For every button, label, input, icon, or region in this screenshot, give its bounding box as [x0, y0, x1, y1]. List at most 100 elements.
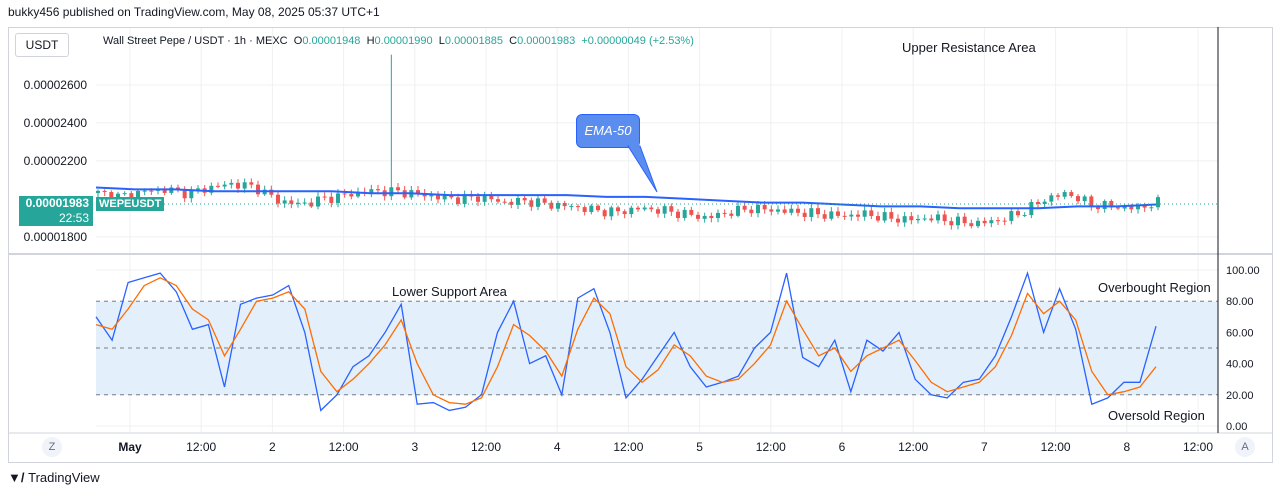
candle-body	[516, 197, 520, 205]
candle-body	[736, 205, 740, 216]
candle-body	[796, 208, 800, 213]
candle-body	[242, 182, 247, 189]
stoch-tick-label: 60.00	[1226, 327, 1254, 339]
candle-body	[429, 195, 434, 197]
candle-body	[882, 212, 887, 221]
candle-body	[1089, 196, 1094, 207]
candle-body	[209, 185, 214, 193]
candle-body	[969, 223, 974, 227]
candle-body	[149, 190, 154, 192]
candle-body	[842, 215, 847, 217]
candle-body	[716, 212, 720, 219]
candle-body	[482, 195, 487, 202]
price-tick-label: 0.00001800	[24, 230, 88, 244]
candle-body	[162, 188, 167, 193]
candle-body	[902, 216, 907, 223]
ema-callout-text: EMA-50	[584, 123, 632, 138]
candle-body	[1009, 211, 1014, 221]
candle-body	[922, 218, 927, 220]
time-tick-label: 12:00	[756, 440, 786, 454]
candle-body	[176, 187, 180, 190]
price-tick-label: 0.00002400	[24, 116, 88, 130]
candle-body	[556, 202, 560, 209]
candle-body	[669, 206, 674, 212]
lower-support-label: Lower Support Area	[392, 284, 507, 299]
candle-body	[1102, 200, 1107, 210]
time-tick-label: 12:00	[186, 440, 216, 454]
candle-body	[762, 204, 767, 210]
candle-body	[182, 189, 187, 199]
price-tick-label: 0.00002200	[24, 154, 88, 168]
candle-body	[249, 182, 254, 185]
candle-body	[782, 209, 787, 213]
candle-body	[96, 190, 100, 194]
stoch-k-line	[95, 270, 1157, 412]
stoch-d-line	[95, 277, 1157, 405]
candle-body	[609, 207, 614, 217]
symbol-title[interactable]: Wall Street Pepe / USDT · 1h · MEXC	[103, 35, 288, 47]
high-value: 0.00001990	[374, 35, 433, 47]
candle-body	[616, 207, 620, 212]
time-tick-label: 12:00	[329, 440, 359, 454]
candle-body	[1082, 196, 1087, 202]
candle-body	[1042, 201, 1047, 205]
auto-zoom-button[interactable]: Z	[42, 437, 62, 457]
close-label: C	[509, 35, 518, 47]
candle-body	[536, 198, 540, 207]
candle-body	[1136, 205, 1140, 210]
candle-body	[476, 196, 480, 202]
candle-body	[389, 187, 394, 197]
candle-body	[349, 193, 354, 197]
candle-body	[1149, 207, 1154, 209]
candle-body	[1049, 195, 1054, 202]
candle-body	[962, 216, 967, 224]
ohlc-legend: Wall Street Pepe / USDT · 1h · MEXC O0.0…	[103, 35, 694, 47]
candle-body	[729, 213, 734, 216]
candle-body	[1062, 192, 1067, 197]
high-label: H	[366, 35, 375, 47]
candle-body	[822, 214, 827, 219]
candle-body	[809, 208, 814, 217]
candle-body	[309, 202, 314, 207]
candle-body	[1016, 211, 1020, 216]
candle-body	[949, 221, 954, 226]
candle-body	[629, 207, 634, 215]
candle-body	[322, 196, 327, 198]
candle-body	[896, 218, 900, 223]
stoch-tick-label: 100.00	[1226, 265, 1260, 277]
stoch-tick-label: 40.00	[1226, 359, 1254, 371]
time-tick-label: 12:00	[1183, 440, 1213, 454]
candle-body	[996, 220, 1000, 222]
tv-icon: ▼/	[8, 470, 25, 485]
candle-body	[776, 209, 780, 212]
candle-body	[229, 182, 234, 185]
overbought-label: Overbought Region	[1098, 280, 1211, 295]
currency-selector[interactable]: USDT	[15, 33, 69, 57]
candle-body	[769, 209, 774, 212]
tradingview-logo: ▼/ TradingView	[8, 470, 100, 485]
candle-body	[1076, 196, 1080, 202]
candle-body	[649, 207, 654, 210]
candle-body	[122, 193, 127, 195]
candle-body	[676, 211, 680, 218]
candle-body	[709, 215, 714, 219]
candle-body	[816, 208, 820, 215]
candle-body	[289, 200, 294, 204]
candle-body	[189, 189, 194, 199]
candle-body	[702, 215, 707, 219]
candle-body	[302, 202, 307, 204]
candle-body	[876, 216, 880, 221]
candle-body	[216, 185, 220, 187]
time-tick-label: 8	[1123, 440, 1130, 454]
published-caption: bukky456 published on TradingView.com, M…	[8, 5, 380, 19]
candle-body	[369, 189, 374, 194]
oversold-label: Oversold Region	[1108, 408, 1205, 423]
auto-scale-button[interactable]: A	[1235, 437, 1255, 457]
candle-body	[989, 220, 994, 224]
candle-body	[136, 190, 140, 199]
candle-body	[656, 209, 660, 214]
candle-body	[589, 205, 594, 212]
candle-body	[582, 207, 587, 212]
chart-frame	[8, 27, 1273, 463]
